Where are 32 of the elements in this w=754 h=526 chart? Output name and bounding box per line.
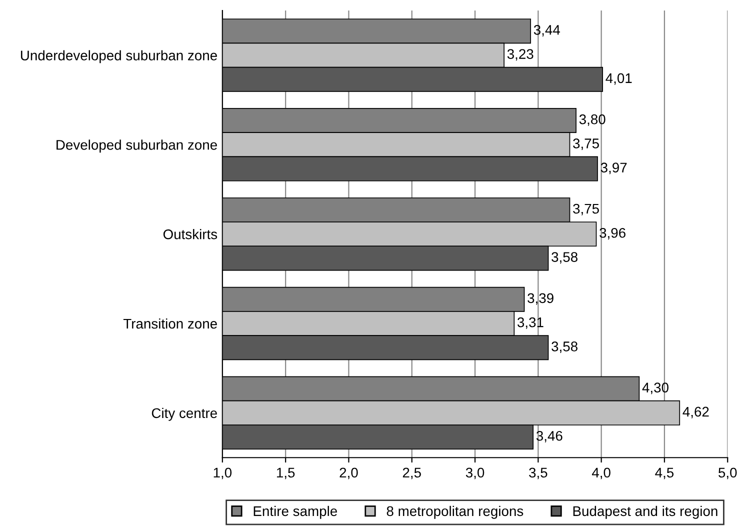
data-label: 3,31	[517, 317, 544, 329]
data-label: 4,01	[606, 73, 632, 85]
data-label: 3,97	[600, 162, 627, 174]
x-tick-label: 3,5	[529, 468, 548, 480]
x-tick-label: 3,0	[466, 468, 484, 480]
data-label: 3,96	[600, 228, 626, 240]
y-tick-label: Developed suburban zone	[56, 140, 217, 153]
data-label: 4,62	[682, 406, 709, 418]
data-label: 4,30	[642, 382, 668, 394]
data-label: 3,58	[552, 342, 578, 353]
x-tick-label: 4,0	[592, 468, 610, 480]
y-tick-label: City centre	[152, 408, 217, 421]
x-tick-label: 5,0	[718, 468, 737, 480]
data-label: 3,46	[536, 430, 562, 442]
x-tick-label: 2,5	[402, 468, 421, 480]
legend-label: Entire sample	[254, 506, 337, 519]
x-tick-label: 1,5	[276, 468, 295, 480]
y-tick-label: Outskirts	[163, 229, 218, 240]
data-label: 3,23	[507, 49, 534, 61]
data-label: 3,80	[579, 114, 606, 126]
legend-label: Budapest and its region	[573, 506, 718, 519]
y-tick-label: Underdeveloped suburban zone	[20, 50, 217, 64]
data-label: 3,39	[528, 293, 554, 305]
x-tick-label: 2,0	[340, 468, 358, 480]
y-tick-label: Transition zone	[123, 318, 217, 329]
data-label: 3,75	[573, 138, 599, 150]
data-label: 3,44	[534, 24, 560, 36]
legend-label: 8 metropolitan regions	[386, 506, 524, 519]
data-label: 3,58	[552, 252, 578, 264]
data-label: 3,75	[573, 204, 599, 216]
x-tick-label: 4,5	[655, 468, 674, 480]
x-tick-label: 1,0	[214, 468, 232, 480]
